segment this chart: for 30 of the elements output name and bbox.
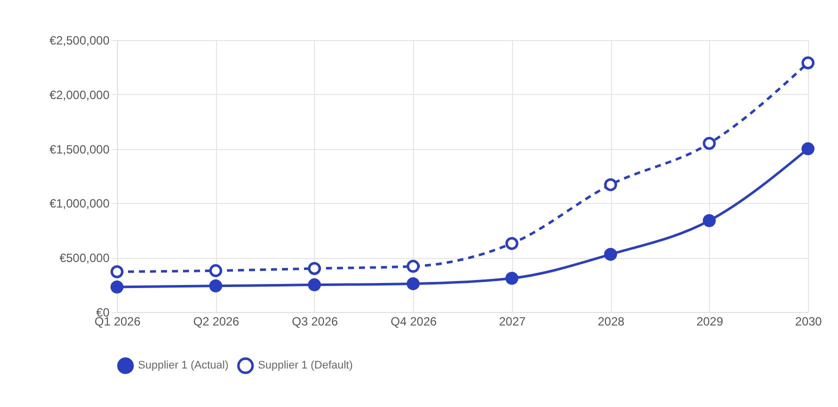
point [505, 272, 518, 285]
x-tick-label: Q3 2026 [292, 314, 338, 328]
x-tick-label: Q2 2026 [193, 314, 240, 328]
x-tick-label: 2027 [499, 314, 526, 328]
point [802, 56, 814, 70]
point [604, 248, 618, 261]
point [702, 136, 716, 150]
y-tick-label: €2,000,000 [49, 88, 110, 102]
legend-label: Supplier 1 (Actual) [138, 360, 228, 372]
point [110, 280, 124, 294]
point [406, 277, 420, 290]
y-tick-label: €1,500,000 [49, 142, 110, 156]
y-tick-label: €1,000,000 [49, 196, 110, 211]
x-tick-label: 2030 [795, 314, 822, 328]
point [406, 260, 420, 273]
x-tick-label: Q4 2026 [390, 314, 437, 328]
point [308, 262, 321, 275]
point [802, 142, 814, 156]
x-tick-label: 2028 [598, 314, 625, 328]
point [209, 264, 222, 278]
point [702, 214, 716, 228]
point [308, 278, 321, 292]
x-tick-label: 2029 [696, 314, 724, 328]
point [209, 279, 222, 292]
y-tick-label: €2,500,000 [49, 34, 110, 48]
point [505, 236, 518, 250]
point [110, 265, 124, 278]
y-tick-label: €500,000 [59, 251, 110, 266]
legend-label: Supplier 1 (Default) [258, 360, 353, 372]
point [604, 178, 618, 192]
